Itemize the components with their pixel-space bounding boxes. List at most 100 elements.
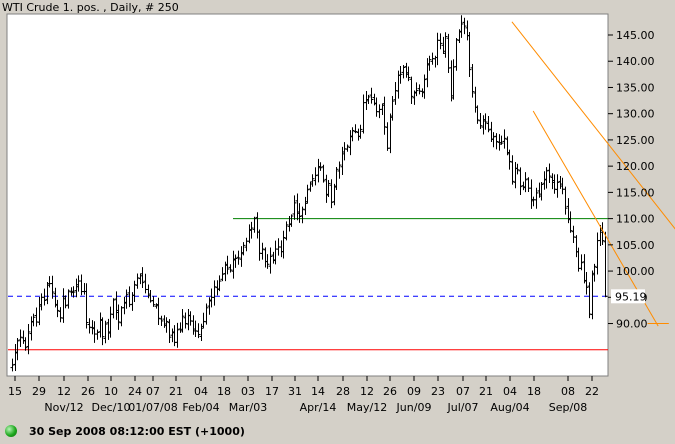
ohlc-bar (63, 295, 68, 309)
ohlc-bar (523, 172, 528, 193)
ohlc-bar (398, 66, 403, 84)
y-axis: 90.0095.00100.00105.00110.00115.00120.00… (608, 29, 655, 331)
ohlc-bar (55, 299, 60, 318)
ohlc-bar (592, 263, 597, 282)
ohlc-bar (241, 242, 246, 256)
ohlc-bar (478, 112, 483, 129)
x-day-label: 24 (128, 385, 142, 398)
y-tick-label: 145.00 (616, 29, 655, 42)
ohlc-bar (135, 273, 140, 289)
ohlc-bar (313, 167, 318, 186)
ohlc-bar (116, 304, 121, 330)
ohlc-bar (23, 337, 28, 351)
ohlc-bar (475, 105, 480, 124)
ohlc-bar (486, 116, 491, 133)
y-tick-label: 90.00 (616, 318, 648, 331)
ohlc-bar (494, 133, 499, 150)
x-month-label: Mar/03 (229, 401, 267, 414)
ohlc-bar (515, 163, 520, 175)
ohlc-bar (183, 312, 188, 329)
x-day-label: 29 (32, 385, 46, 398)
ohlc-bar (140, 267, 145, 288)
ohlc-bar (470, 64, 475, 98)
ohlc-bar (300, 206, 305, 224)
ohlc-bar (164, 317, 169, 333)
ohlc-bar (159, 315, 164, 326)
x-day-label: 15 (8, 385, 22, 398)
ohlc-bar (228, 264, 233, 273)
x-day-label: 07 (456, 385, 470, 398)
ohlc-bar (414, 82, 419, 97)
channel-upper-line (511, 21, 675, 230)
ohlc-bar (390, 95, 395, 121)
ohlc-bar (66, 289, 71, 309)
x-day-label: 03 (241, 385, 255, 398)
ohlc-bar (318, 162, 323, 171)
x-day-label: 14 (311, 385, 325, 398)
ohlc-bar (467, 31, 472, 78)
ohlc-chart: 90.0095.00100.00105.00110.00115.00120.00… (6, 13, 675, 414)
x-day-label: 21 (479, 385, 493, 398)
ohlc-bar (71, 286, 76, 298)
x-month-label: Aug/04 (490, 401, 529, 414)
ohlc-bar (225, 255, 230, 275)
ohlc-bar (15, 338, 20, 361)
ohlc-bar (84, 283, 89, 329)
ohlc-bar (281, 230, 286, 259)
x-day-label: 28 (336, 385, 350, 398)
y-tick-label: 105.00 (616, 239, 655, 252)
ohlc-bar (369, 87, 374, 104)
current-price-label: 95.19 (615, 290, 647, 303)
ohlc-bar (329, 179, 334, 209)
ohlc-bar (483, 113, 488, 130)
ohlc-bar (382, 96, 387, 135)
ohlc-bar (345, 144, 350, 152)
x-day-label: 04 (194, 385, 208, 398)
x-month-label: Nov/12 (44, 401, 83, 414)
ohlc-bar (249, 221, 254, 239)
chart-title: WTI Crude 1. pos. , Daily, # 250 (2, 1, 179, 14)
ohlc-bar (409, 76, 414, 105)
ohlc-bar (502, 129, 507, 149)
x-day-label: 07 (146, 385, 160, 398)
ohlc-bar (539, 182, 544, 201)
ohlc-bar (252, 216, 257, 233)
ohlc-bar (100, 317, 105, 346)
ohlc-bar (180, 308, 185, 333)
ohlc-bar (518, 167, 523, 196)
current-price-label-box (611, 289, 645, 304)
ohlc-bar (510, 155, 515, 185)
ohlc-bar (568, 211, 573, 233)
ohlc-bar (603, 231, 608, 298)
ohlc-bar (132, 280, 137, 303)
ohlc-bar (438, 33, 443, 50)
status-datetime: 30 Sep 2008 08:12:00 EST (+1000) (29, 425, 245, 438)
ohlc-bar (103, 320, 108, 344)
ohlc-bar (579, 254, 584, 271)
ohlc-bar (321, 164, 326, 183)
x-day-label: 26 (81, 385, 95, 398)
ohlc-bar (212, 280, 217, 306)
ohlc-bar (544, 167, 549, 189)
ohlc-bar (366, 94, 371, 105)
level-lines (8, 218, 608, 351)
ohlc-bar (305, 184, 310, 204)
ohlc-bar (31, 313, 36, 327)
ohlc-bar (401, 65, 406, 79)
ohlc-bar (459, 15, 464, 38)
ohlc-bar (175, 322, 180, 348)
x-month-label: 01/07/08 (128, 401, 177, 414)
x-day-label: 31 (288, 385, 302, 398)
ohlc-bar (454, 37, 459, 71)
x-day-label: 09 (407, 385, 421, 398)
y-tick-label: 115.00 (616, 186, 655, 199)
x-day-label: 04 (503, 385, 517, 398)
ohlc-bar (334, 167, 339, 190)
ohlc-bar (358, 124, 363, 139)
x-day-label: 26 (383, 385, 397, 398)
ohlc-bar (151, 296, 156, 307)
x-day-label: 18 (527, 385, 541, 398)
ohlc-bar (547, 163, 552, 184)
x-day-label: 22 (585, 385, 599, 398)
x-month-label: Dec/10 (92, 401, 131, 414)
